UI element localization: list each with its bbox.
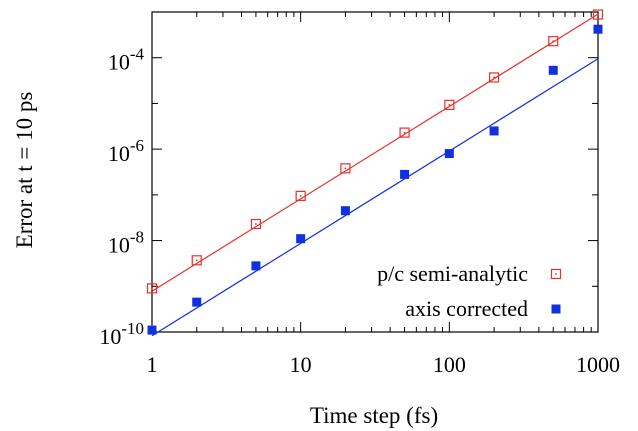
filled-square-point [444, 149, 454, 159]
point-center-dot [255, 223, 257, 225]
point-center-dot [448, 103, 451, 106]
point-center-dot [493, 76, 495, 79]
filled-square-point [593, 24, 603, 34]
y-tick-label: 10-6 [108, 136, 144, 166]
point-center-dot [552, 40, 555, 43]
open-square-point [399, 127, 410, 138]
x-tick-label: 1000 [576, 352, 620, 377]
point-outline [399, 127, 410, 138]
point-outline [295, 190, 306, 201]
filled-square-point [489, 126, 499, 136]
filled-square-point [340, 206, 350, 216]
x-tick-label: 1 [147, 352, 158, 377]
point-outline [340, 163, 351, 174]
filled-square-point [400, 169, 410, 179]
open-square-point [146, 283, 158, 294]
point-outline [250, 218, 262, 230]
point-outline [592, 9, 604, 20]
open-square-point [250, 218, 262, 230]
x-tick-label: 10 [290, 352, 312, 377]
open-square-point [340, 163, 351, 174]
x-tick-label: 100 [433, 352, 466, 377]
open-square-point [444, 99, 455, 110]
open-square-point [191, 255, 202, 266]
legend: p/c semi-analytic axis corrected [377, 261, 562, 321]
fit-line-1 [151, 13, 599, 292]
legend-marker-filled-square [551, 304, 561, 314]
legend-label-2: axis corrected [405, 296, 528, 321]
legend-marker-dot [555, 273, 557, 275]
point-center-dot [299, 194, 302, 197]
filled-square-point [192, 297, 202, 307]
point-center-dot [597, 13, 599, 16]
filled-square-point [251, 261, 261, 271]
point-outline [488, 72, 500, 83]
point-center-dot [344, 167, 347, 170]
axes: 1 10 100 1000 10-10 10-8 10-6 10-4 [99, 11, 620, 377]
legend-marker-open-square [550, 268, 562, 280]
point-outline [191, 255, 202, 266]
point-outline [548, 36, 559, 47]
open-square-point [295, 190, 306, 201]
filled-square-point [296, 234, 306, 244]
plot-frame [151, 11, 599, 333]
point-center-dot [195, 259, 198, 262]
data-points [146, 9, 604, 335]
y-tick-label: 10-8 [108, 228, 144, 258]
point-outline [444, 99, 455, 110]
open-square-point [548, 36, 559, 47]
fit-line-2 [151, 58, 599, 337]
open-square-point [488, 72, 500, 83]
point-center-dot [403, 131, 406, 134]
y-axis-title: Error at t = 10 ps [12, 92, 37, 249]
fit-lines [151, 13, 599, 337]
point-outline [146, 283, 158, 294]
y-tick-label: 10-4 [108, 45, 145, 75]
point-center-dot [151, 287, 153, 290]
y-tick-label: 10-10 [99, 319, 144, 349]
x-axis-title: Time step (fs) [310, 403, 438, 428]
filled-square-point [147, 325, 157, 335]
filled-square-point [548, 65, 558, 75]
legend-label-1: p/c semi-analytic [377, 261, 528, 286]
open-square-point [592, 9, 604, 20]
